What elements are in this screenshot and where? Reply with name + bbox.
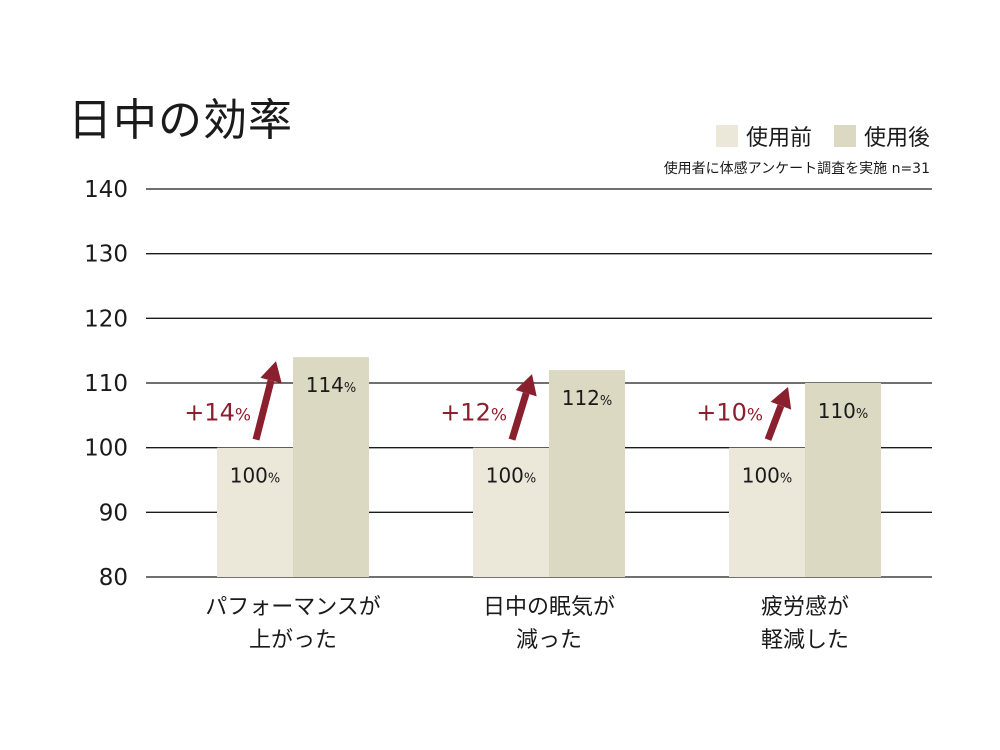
y-tick-label-80: 80 xyxy=(99,565,128,591)
category-label-1-0: 日中の眠気が xyxy=(483,595,615,620)
bar-after-2 xyxy=(805,383,881,577)
y-tick-label-120: 120 xyxy=(84,306,128,332)
bar-after-1 xyxy=(549,370,625,577)
y-tick-label-110: 110 xyxy=(84,371,128,397)
bar-before-2 xyxy=(729,447,805,577)
category-label-0-1: 上がった xyxy=(249,628,337,653)
category-label-2-0: 疲労感が xyxy=(761,595,849,620)
value-label-after-2: 110% xyxy=(818,399,869,423)
increase-label-1: +12% xyxy=(440,399,507,427)
increase-arrow-shaft-2 xyxy=(764,404,785,441)
y-tick-label-130: 130 xyxy=(84,242,128,268)
increase-label-0: +14% xyxy=(184,399,251,427)
y-tick-label-140: 140 xyxy=(84,177,128,203)
bar-after-0 xyxy=(293,357,369,577)
survey-note: 使用者に体感アンケート調査を実施 n=31 xyxy=(663,161,930,177)
increase-arrow-shaft-0 xyxy=(252,379,275,441)
legend-label-after: 使用後 xyxy=(863,126,930,151)
value-label-before-1: 100% xyxy=(486,464,537,488)
category-label-2-1: 軽減した xyxy=(761,628,849,653)
category-label-0-0: パフォーマンスが xyxy=(205,595,381,620)
bar-before-0 xyxy=(217,447,293,577)
legend-item-after: 使用後 xyxy=(833,120,930,152)
value-label-after-0: 114% xyxy=(306,373,357,397)
value-label-before-0: 100% xyxy=(230,464,281,488)
value-label-before-2: 100% xyxy=(742,464,793,488)
legend-item-before: 使用前 xyxy=(715,120,812,152)
legend-swatch-before xyxy=(715,125,738,147)
increase-label-2: +10% xyxy=(696,399,763,427)
category-label-1-1: 減った xyxy=(516,628,582,653)
y-tick-label-90: 90 xyxy=(99,500,128,526)
increase-arrow-head-2 xyxy=(770,387,792,410)
increase-arrow-shaft-1 xyxy=(508,392,530,441)
value-label-after-1: 112% xyxy=(562,386,613,410)
increase-arrow-head-0 xyxy=(260,361,282,384)
y-tick-label-100: 100 xyxy=(84,436,128,462)
legend-label-before: 使用前 xyxy=(745,126,812,151)
bar-before-1 xyxy=(473,447,549,577)
increase-arrow-head-1 xyxy=(515,374,537,397)
legend-swatch-after xyxy=(833,125,856,147)
legend: 使用前 使用後 xyxy=(715,120,930,152)
chart-title: 日中の効率 xyxy=(68,95,293,146)
